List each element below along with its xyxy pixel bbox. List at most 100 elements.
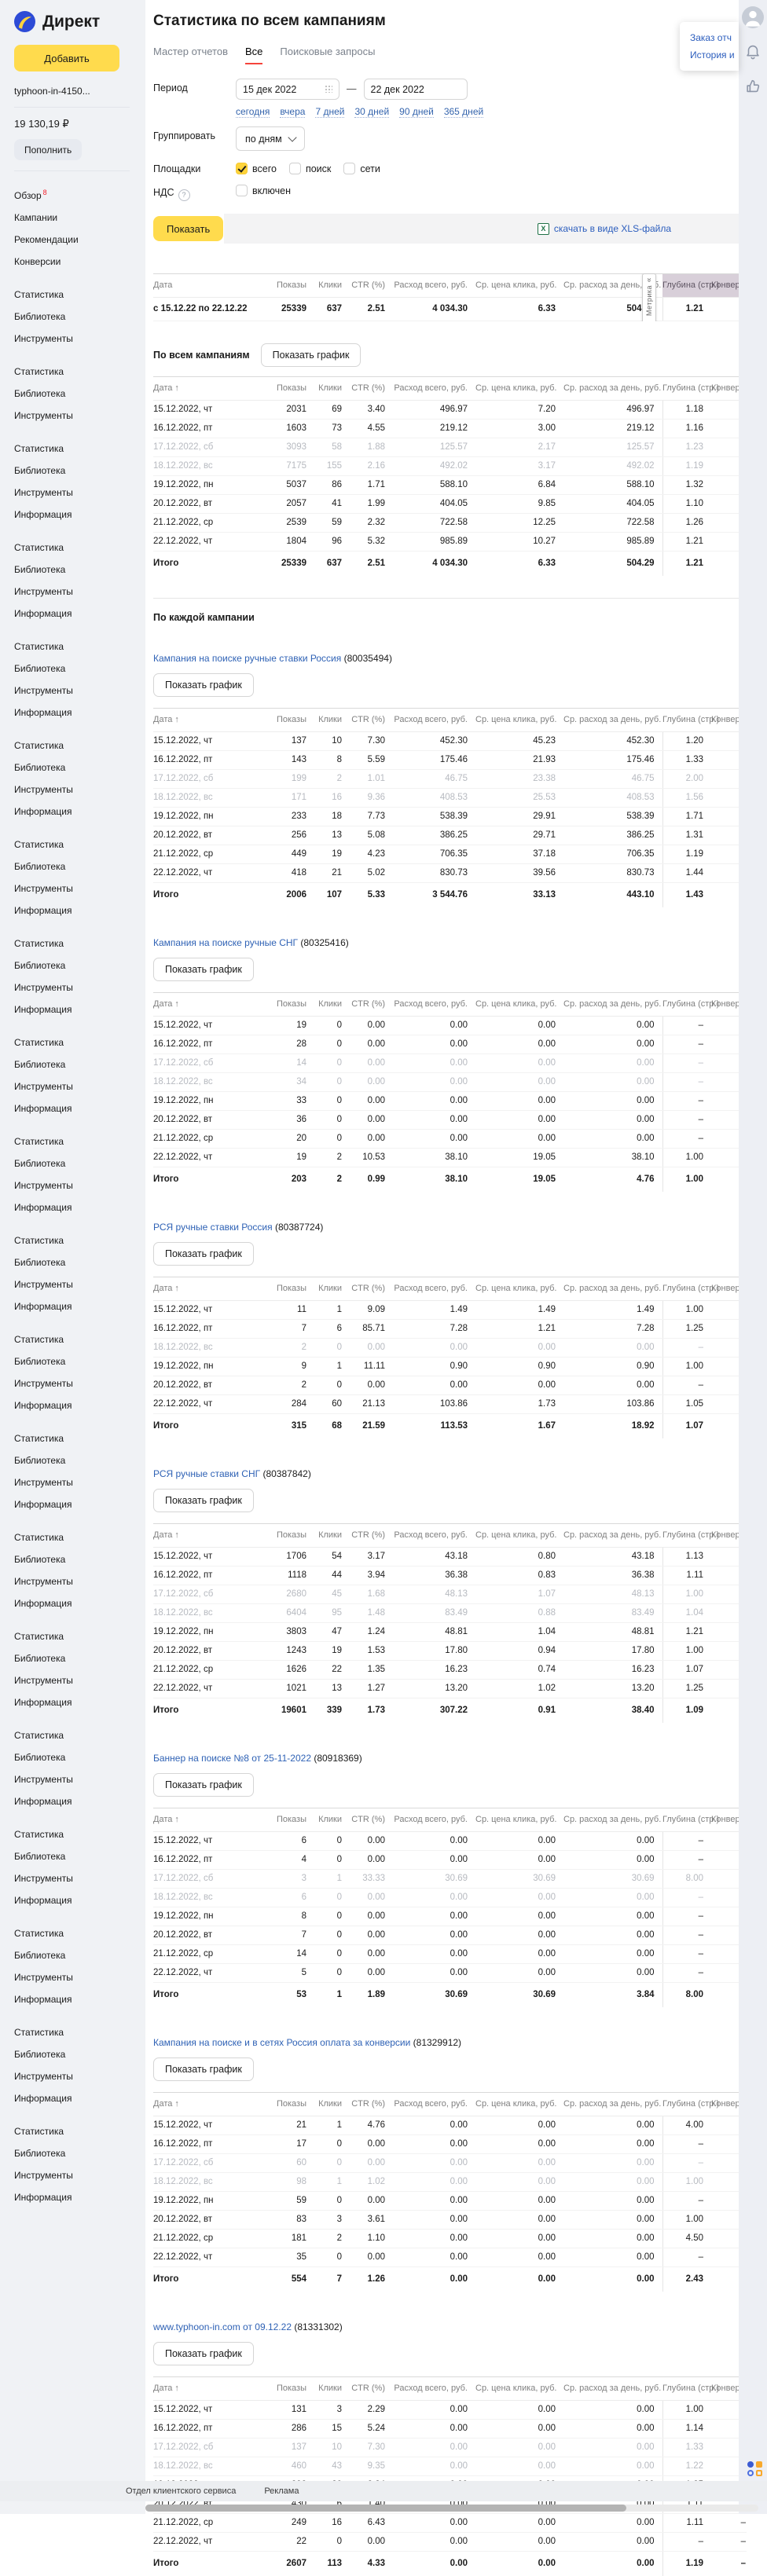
sidebar-item[interactable]: Библиотека — [14, 383, 145, 405]
horizontal-scrollbar[interactable] — [145, 2505, 758, 2512]
column-header[interactable]: Дата ↑ — [153, 2377, 271, 2401]
sidebar-item[interactable]: Статистика — [14, 1427, 145, 1449]
sidebar-item[interactable]: Инструменты — [14, 1570, 145, 1592]
sidebar-item[interactable]: Инструменты — [14, 1174, 145, 1196]
column-header[interactable]: CTR (%) — [350, 274, 393, 298]
sidebar-item[interactable]: Информация — [14, 999, 145, 1021]
column-header[interactable]: Дата ↑ — [153, 1808, 271, 1832]
campaign-link[interactable]: РСЯ ручные ставки СНГ — [153, 1468, 260, 1479]
show-chart-button[interactable]: Показать график — [153, 2342, 254, 2365]
column-header[interactable]: Глубина (стр.) — [662, 377, 711, 401]
sidebar-item[interactable]: Библиотека — [14, 1944, 145, 1966]
sidebar-item[interactable]: Информация — [14, 1097, 145, 1119]
column-header[interactable]: Клики — [314, 274, 350, 298]
column-header[interactable]: Ср. цена клика, руб. — [475, 993, 563, 1017]
column-header[interactable]: Ср. цена клика, руб. — [475, 1808, 563, 1832]
column-header[interactable]: Клики — [314, 2377, 350, 2401]
column-header[interactable]: Расход всего, руб. — [393, 1808, 475, 1832]
tab-0[interactable]: Мастер отчетов — [153, 46, 228, 64]
sidebar-item[interactable]: Инструменты — [14, 1372, 145, 1394]
sidebar-item[interactable]: Библиотека — [14, 856, 145, 878]
sidebar-item[interactable]: Библиотека — [14, 1548, 145, 1570]
column-header[interactable]: Показы — [271, 1524, 314, 1548]
column-header[interactable]: Клики — [314, 709, 350, 732]
sidebar-item[interactable]: Инструменты — [14, 1966, 145, 1988]
sidebar-item[interactable]: Инструменты — [14, 1273, 145, 1295]
sidebar-item[interactable]: Информация — [14, 702, 145, 724]
sidebar-item[interactable]: Инструменты — [14, 878, 145, 900]
feedback-thumbs-up-icon[interactable] — [744, 78, 761, 99]
sidebar-item[interactable]: Инструменты — [14, 779, 145, 801]
sidebar-item[interactable]: Библиотека — [14, 658, 145, 680]
sidebar-item[interactable]: Инструменты — [14, 1669, 145, 1691]
sidebar-item[interactable]: Статистика — [14, 2120, 145, 2142]
column-header[interactable]: Дата ↑ — [153, 1524, 271, 1548]
account-name[interactable]: typhoon-in-4150... — [14, 86, 145, 97]
column-header[interactable]: CTR (%) — [350, 1808, 393, 1832]
sidebar-item[interactable]: Библиотека — [14, 1053, 145, 1075]
sidebar-item[interactable]: Информация — [14, 1493, 145, 1515]
sidebar-item[interactable]: Статистика — [14, 636, 145, 658]
quick-period-link[interactable]: сегодня — [236, 106, 270, 118]
column-header[interactable]: CTR (%) — [350, 1524, 393, 1548]
sidebar-item[interactable]: Статистика — [14, 1823, 145, 1845]
footer-link[interactable]: Реклама — [264, 2486, 299, 2496]
campaign-link[interactable]: www.typhoon-in.com от 09.12.22 — [153, 2321, 292, 2332]
column-header[interactable]: Глубина (стр.) — [662, 1277, 711, 1301]
column-header[interactable]: Ср. расход за день, руб. — [563, 1808, 662, 1832]
column-header[interactable]: Глубина (стр.) — [662, 993, 711, 1017]
sidebar-item[interactable]: Библиотека — [14, 1845, 145, 1867]
column-header[interactable]: CTR (%) — [350, 2093, 393, 2116]
column-header[interactable]: Клики — [314, 1808, 350, 1832]
column-header[interactable]: Клики — [314, 993, 350, 1017]
column-header[interactable]: CTR (%) — [350, 993, 393, 1017]
campaign-link[interactable]: РСЯ ручные ставки Россия — [153, 1222, 273, 1233]
column-header[interactable]: Показы — [271, 993, 314, 1017]
column-header[interactable]: Ср. расход за день, руб. — [563, 1524, 662, 1548]
sidebar-item[interactable]: Статистика — [14, 1130, 145, 1152]
sidebar-item[interactable]: Информация — [14, 900, 145, 922]
sidebar-item[interactable]: Инструменты — [14, 1075, 145, 1097]
sidebar-item[interactable]: Статистика — [14, 1625, 145, 1647]
sidebar-item[interactable]: Библиотека — [14, 1746, 145, 1768]
column-header[interactable]: Глубина (стр.) — [662, 2093, 711, 2116]
sidebar-item[interactable]: Информация — [14, 504, 145, 526]
column-header[interactable]: Ср. цена клика, руб. — [475, 2377, 563, 2401]
sidebar-item[interactable]: Информация — [14, 1691, 145, 1713]
sidebar-item[interactable]: Статистика — [14, 438, 145, 460]
column-header[interactable]: Расход всего, руб. — [393, 993, 475, 1017]
sidebar-item[interactable]: Инструменты — [14, 2065, 145, 2087]
sidebar-item[interactable]: Информация — [14, 1196, 145, 1218]
column-header[interactable]: Ср. расход за день, руб. — [563, 993, 662, 1017]
column-header[interactable]: Ср. цена клика, руб. — [475, 274, 563, 298]
column-header[interactable]: CTR (%) — [350, 1277, 393, 1301]
sidebar-item[interactable]: Инструменты — [14, 482, 145, 504]
sidebar-item[interactable]: Инструменты — [14, 977, 145, 999]
sidebar-item[interactable]: Информация — [14, 2087, 145, 2109]
show-chart-button[interactable]: Показать график — [153, 958, 254, 981]
add-campaign-button[interactable]: Добавить — [14, 45, 119, 71]
sidebar-item[interactable]: Библиотека — [14, 2043, 145, 2065]
vat-checkbox[interactable]: включен — [236, 185, 291, 196]
sidebar-item[interactable]: Библиотека — [14, 1152, 145, 1174]
sidebar-item[interactable]: Статистика — [14, 537, 145, 559]
topup-button[interactable]: Пополнить — [14, 139, 82, 160]
sidebar-item[interactable]: Статистика — [14, 1922, 145, 1944]
sidebar-item[interactable]: Информация — [14, 1988, 145, 2010]
sidebar-item[interactable]: Библиотека — [14, 1449, 145, 1471]
sidebar-item[interactable]: Информация — [14, 2186, 145, 2208]
campaign-link[interactable]: Кампания на поиске ручные ставки Россия — [153, 653, 341, 664]
column-header[interactable]: Показы — [271, 1277, 314, 1301]
sidebar-item[interactable]: Библиотека — [14, 757, 145, 779]
column-header[interactable]: Расход всего, руб. — [393, 1524, 475, 1548]
scrollbar-thumb[interactable] — [145, 2505, 626, 2512]
sidebar-item[interactable]: Библиотека — [14, 559, 145, 581]
sidebar-item[interactable]: Статистика — [14, 1031, 145, 1053]
column-header[interactable]: Расход всего, руб. — [393, 2093, 475, 2116]
column-header[interactable]: Дата — [153, 274, 271, 298]
platform-checkbox-сети[interactable]: сети — [343, 163, 380, 174]
services-corner-icons[interactable] — [747, 2461, 763, 2476]
sidebar-item-1[interactable]: Кампании — [14, 207, 145, 229]
sidebar-item[interactable]: Информация — [14, 1889, 145, 1911]
